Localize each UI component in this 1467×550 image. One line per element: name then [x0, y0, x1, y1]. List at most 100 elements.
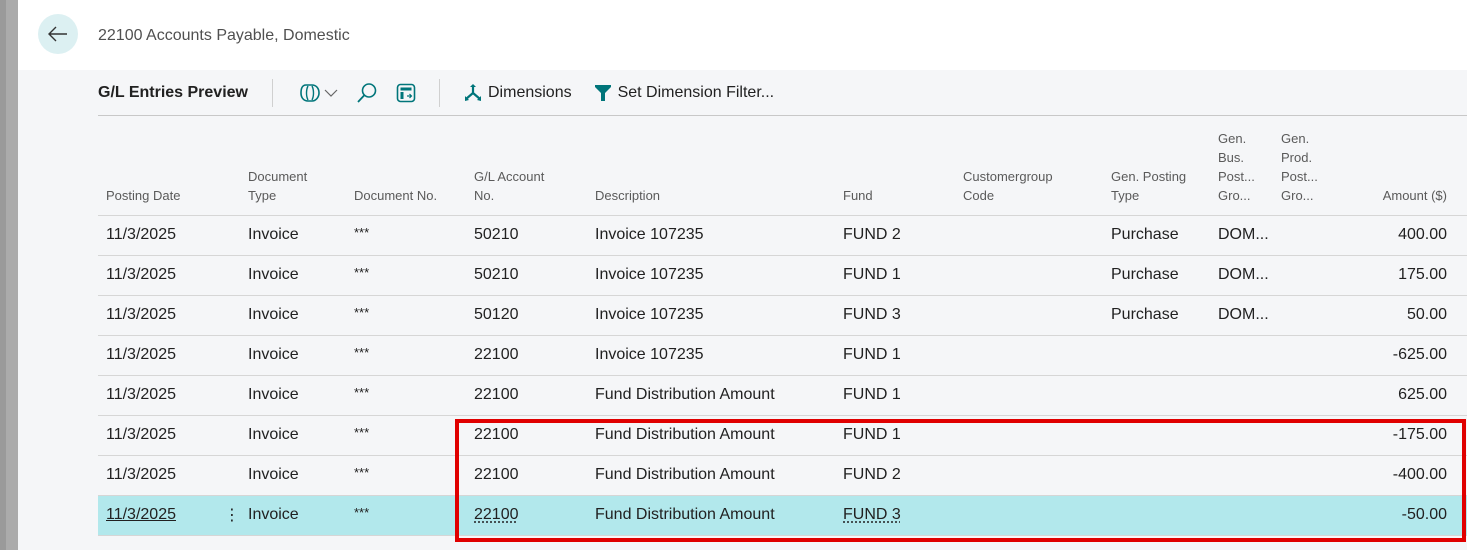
cell-gen-posting-type	[1103, 495, 1210, 536]
cell-gen-prod-posting-group	[1273, 295, 1347, 336]
col-gen-bus-posting-group[interactable]: Gen. Bus. Post... Gro...	[1210, 117, 1273, 216]
col-document-type[interactable]: Document Type	[240, 117, 346, 216]
cell-document-type: Invoice	[240, 495, 346, 536]
cell-document-type: Invoice	[240, 375, 346, 416]
cell-amount: -175.00	[1347, 415, 1467, 456]
action-bar: G/L Entries Preview	[98, 70, 1467, 116]
cell-description: Invoice 107235	[587, 215, 835, 256]
page-header	[18, 0, 1467, 70]
cell-menu	[216, 215, 240, 256]
cell-customergroup-code	[955, 255, 1103, 296]
cell-posting-date[interactable]: 11/3/2025	[98, 295, 216, 336]
cell-menu	[216, 255, 240, 296]
col-document-no[interactable]: Document No.	[346, 117, 466, 216]
cell-gen-bus-posting-group: DOM...	[1210, 215, 1273, 256]
cell-gl-account-no[interactable]: 22100	[466, 495, 587, 536]
cell-description: Invoice 107235	[587, 255, 835, 296]
set-dimension-filter-button[interactable]: Set Dimension Filter...	[594, 83, 775, 102]
cell-gl-account-no: 50210	[466, 215, 587, 256]
cell-posting-date[interactable]: 11/3/2025	[98, 215, 216, 256]
cell-document-no: ***	[346, 215, 466, 256]
cell-gen-posting-type	[1103, 455, 1210, 496]
cell-fund: FUND 3	[835, 295, 955, 336]
search-icon	[357, 82, 377, 103]
cell-gen-prod-posting-group	[1273, 215, 1347, 256]
cell-gen-prod-posting-group	[1273, 495, 1347, 536]
col-description[interactable]: Description	[587, 117, 835, 216]
dimensions-label: Dimensions	[488, 83, 572, 101]
cell-description: Invoice 107235	[587, 335, 835, 376]
cell-document-no: ***	[346, 295, 466, 336]
cell-amount: 400.00	[1347, 215, 1467, 256]
table-row[interactable]: 11/3/2025 Invoice *** 22100 Invoice 1072…	[98, 335, 1467, 376]
table-row[interactable]: 11/3/2025 Invoice *** 22100 Fund Distrib…	[98, 415, 1467, 456]
cell-gen-prod-posting-group	[1273, 415, 1347, 456]
cell-gen-prod-posting-group	[1273, 335, 1347, 376]
cell-gen-posting-type: Purchase	[1103, 215, 1210, 256]
cell-posting-date[interactable]: 11/3/2025	[98, 455, 216, 496]
table-row[interactable]: 11/3/2025 Invoice *** 22100 Fund Distrib…	[98, 375, 1467, 416]
cell-customergroup-code	[955, 415, 1103, 456]
cell-document-type: Invoice	[240, 335, 346, 376]
cell-fund: FUND 1	[835, 255, 955, 296]
cell-gl-account-no: 22100	[466, 415, 587, 456]
search-button[interactable]	[356, 78, 378, 108]
col-customergroup-code[interactable]: Customergroup Code	[955, 117, 1103, 216]
col-amount[interactable]: Amount ($)	[1347, 117, 1467, 216]
table-row[interactable]: 11/3/2025 Invoice *** 50210 Invoice 1072…	[98, 255, 1467, 296]
cell-gl-account-no: 22100	[466, 375, 587, 416]
cell-gen-bus-posting-group	[1210, 455, 1273, 496]
table-row[interactable]: 11/3/2025 Invoice *** 22100 Fund Distrib…	[98, 455, 1467, 496]
col-gen-prod-posting-group[interactable]: Gen. Prod. Post... Gro...	[1273, 117, 1347, 216]
cell-document-type: Invoice	[240, 215, 346, 256]
cell-customergroup-code	[955, 295, 1103, 336]
cell-document-no: ***	[346, 415, 466, 456]
cell-description: Fund Distribution Amount	[587, 415, 835, 456]
window-edge	[0, 0, 18, 550]
cell-gen-bus-posting-group	[1210, 495, 1273, 536]
cell-document-no: ***	[346, 375, 466, 416]
cell-posting-date[interactable]: 11/3/2025	[98, 415, 216, 456]
chevron-down-icon	[324, 89, 338, 97]
toolbar-divider	[272, 78, 273, 107]
page-caption: 22100 Accounts Payable, Domestic	[98, 27, 350, 44]
cell-description: Fund Distribution Amount	[587, 495, 835, 536]
cell-posting-date[interactable]: 11/3/2025	[98, 255, 216, 296]
cell-customergroup-code	[955, 455, 1103, 496]
cell-amount: -50.00	[1347, 495, 1467, 536]
cell-document-no: ***	[346, 495, 466, 536]
copilot-menu-button[interactable]	[299, 78, 338, 108]
cell-fund[interactable]: FUND 3	[835, 495, 955, 536]
cell-description: Fund Distribution Amount	[587, 375, 835, 416]
cell-fund: FUND 2	[835, 215, 955, 256]
cell-gen-prod-posting-group	[1273, 455, 1347, 496]
set-dimension-filter-label: Set Dimension Filter...	[617, 83, 775, 101]
cell-gl-account-no: 50210	[466, 255, 587, 296]
col-posting-date[interactable]: Posting Date	[98, 117, 216, 216]
cell-gen-posting-type	[1103, 375, 1210, 416]
table-row[interactable]: 11/3/2025 Invoice *** 50120 Invoice 1072…	[98, 295, 1467, 336]
back-button[interactable]	[38, 14, 78, 54]
cell-gen-posting-type: Purchase	[1103, 295, 1210, 336]
cell-menu	[216, 295, 240, 336]
cell-customergroup-code	[955, 335, 1103, 376]
cell-gen-bus-posting-group	[1210, 415, 1273, 456]
dimensions-icon	[465, 83, 481, 101]
col-gl-account-no[interactable]: G/L Account No.	[466, 117, 587, 216]
cell-menu	[216, 415, 240, 456]
gl-entries-table: Posting Date Document Type Document No. G…	[98, 117, 1467, 536]
cell-document-type: Invoice	[240, 455, 346, 496]
personalize-button[interactable]	[396, 78, 416, 108]
dimensions-button[interactable]: Dimensions	[464, 83, 572, 102]
cell-posting-date[interactable]: 11/3/2025	[98, 375, 216, 416]
col-gen-posting-type[interactable]: Gen. Posting Type	[1103, 117, 1210, 216]
table-row-selected[interactable]: 11/3/2025 ⋮ Invoice *** 22100 Fund Distr…	[98, 495, 1467, 536]
cell-fund: FUND 1	[835, 335, 955, 376]
cell-fund: FUND 2	[835, 455, 955, 496]
row-actions-menu[interactable]: ⋮	[216, 495, 240, 536]
cell-amount: -625.00	[1347, 335, 1467, 376]
col-fund[interactable]: Fund	[835, 117, 955, 216]
table-row[interactable]: 11/3/2025 Invoice *** 50210 Invoice 1072…	[98, 215, 1467, 256]
cell-posting-date[interactable]: 11/3/2025	[98, 335, 216, 376]
cell-posting-date[interactable]: 11/3/2025	[98, 495, 216, 536]
